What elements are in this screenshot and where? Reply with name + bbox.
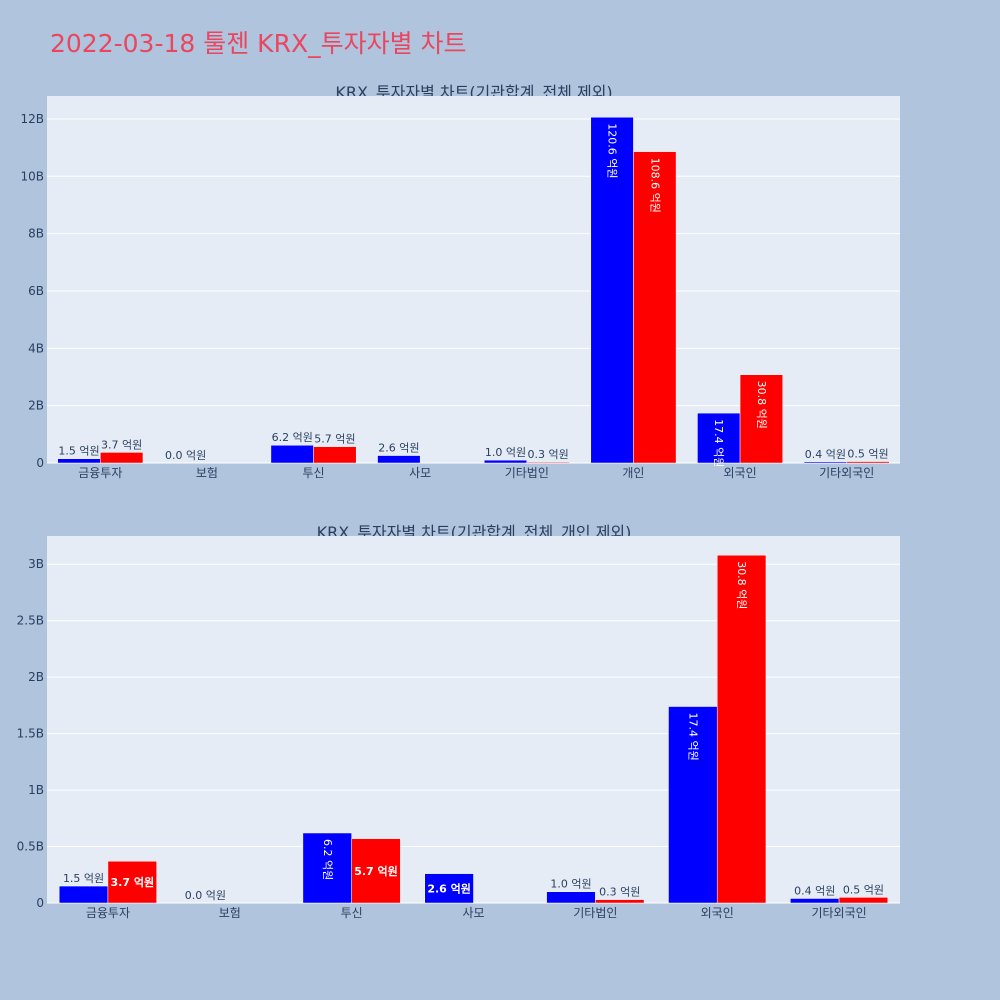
bar: [838, 897, 889, 904]
bar: [590, 116, 634, 464]
plot-area: [47, 536, 900, 903]
bar: [526, 461, 570, 464]
data-label: 3.7 억원: [101, 438, 142, 451]
data-label: 0.4 억원: [794, 884, 835, 897]
data-label: 1.5 억원: [63, 872, 104, 885]
x-tick-label: 외국인: [701, 906, 734, 920]
data-label: 120.6 억원: [606, 123, 619, 178]
y-tick-label: 2.5B: [17, 614, 44, 628]
bar: [313, 446, 357, 464]
data-label: 30.8 억원: [735, 561, 748, 609]
data-label: 0.3 억원: [599, 886, 640, 899]
x-tick-label: 기타법인: [505, 466, 549, 480]
data-label: 0.5 억원: [847, 448, 888, 461]
data-label: 1.0 억원: [485, 446, 526, 459]
data-label: 17.4 억원: [712, 419, 725, 467]
data-label: 30.8 억원: [755, 381, 768, 429]
data-label: 17.4 억원: [686, 713, 699, 761]
y-tick-label: 2B: [28, 399, 44, 413]
bar-chart: 0 2B 4B 6B 8B 10B 12B 금융투자 보험 투신 사모 기타법인 개인 외국인 기타외국인 1…: [20, 96, 900, 480]
data-label: 2.6 억원: [427, 881, 471, 895]
bar: [739, 374, 783, 464]
x-tick-label: 외국인: [724, 466, 757, 480]
x-tick-label: 기타법인: [573, 906, 617, 920]
chart-title: KRX_투자자별 차트(기관합계_전체_개인 제외): [316, 523, 632, 542]
bar: [697, 412, 741, 464]
data-label: 6.2 억원: [321, 839, 334, 880]
data-label: 0.0 억원: [185, 889, 226, 902]
x-tick-label: 보험: [219, 906, 241, 920]
x-tick-label: 보험: [196, 466, 218, 480]
bar: [668, 706, 718, 904]
y-tick-label: 10B: [20, 169, 44, 183]
x-tick-label: 기타외국인: [811, 906, 866, 920]
data-label: 5.7 억원: [314, 433, 355, 446]
data-label: 1.5 억원: [58, 445, 99, 458]
data-label: 0.0 억원: [165, 449, 206, 462]
bar: [351, 838, 401, 904]
bar: [100, 452, 144, 464]
chart-excluding-institutions: KRX_투자자별 차트(기관합계_전체 제외) 0 2B 4B 6B 8B 10B 12B 금…: [20, 83, 900, 480]
x-tick-label: 금융투자: [86, 906, 130, 920]
bar: [107, 860, 157, 904]
bar: [716, 554, 767, 904]
bar: [302, 832, 352, 904]
data-label: 3.7 억원: [111, 875, 155, 889]
bar: [483, 459, 528, 464]
bar: [846, 461, 890, 464]
data-label: 0.4 억원: [805, 448, 846, 461]
y-tick-label: 6B: [28, 284, 44, 298]
y-tick-label: 0: [36, 896, 44, 910]
y-tick-label: 0.5B: [17, 840, 44, 854]
bar: [790, 898, 840, 904]
x-tick-label: 기타외국인: [819, 466, 874, 480]
data-label: 6.2 억원: [272, 431, 313, 444]
data-label: 0.5 억원: [843, 883, 884, 896]
data-label: 0.3 억원: [528, 448, 569, 461]
x-tick-label: 개인: [622, 466, 644, 480]
y-tick-label: 1.5B: [17, 727, 44, 741]
bar: [377, 455, 421, 464]
y-tick-label: 8B: [28, 227, 44, 241]
bar: [58, 885, 109, 904]
bar: [424, 873, 474, 904]
data-label: 108.6 억원: [648, 158, 661, 213]
x-tick-label: 투신: [341, 906, 363, 920]
page-title: 2022-03-18 툴젠 KRX_투자자별 차트: [50, 29, 467, 58]
bar: [546, 891, 596, 904]
x-tick-label: 투신: [303, 466, 325, 480]
y-tick-label: 0: [36, 456, 44, 470]
data-label: 1.0 억원: [550, 878, 591, 891]
y-tick-label: 4B: [28, 341, 44, 355]
y-tick-label: 2B: [28, 670, 44, 684]
bar: [633, 151, 677, 464]
data-label: 2.6 억원: [378, 442, 419, 455]
y-tick-label: 12B: [20, 112, 44, 126]
data-label: 5.7 억원: [354, 864, 398, 878]
y-tick-label: 1B: [28, 783, 44, 797]
x-tick-label: 사모: [462, 906, 484, 920]
x-tick-label: 사모: [409, 466, 431, 480]
bar: [595, 899, 645, 904]
x-tick-label: 금융투자: [78, 466, 122, 480]
y-tick-label: 3B: [28, 557, 44, 571]
